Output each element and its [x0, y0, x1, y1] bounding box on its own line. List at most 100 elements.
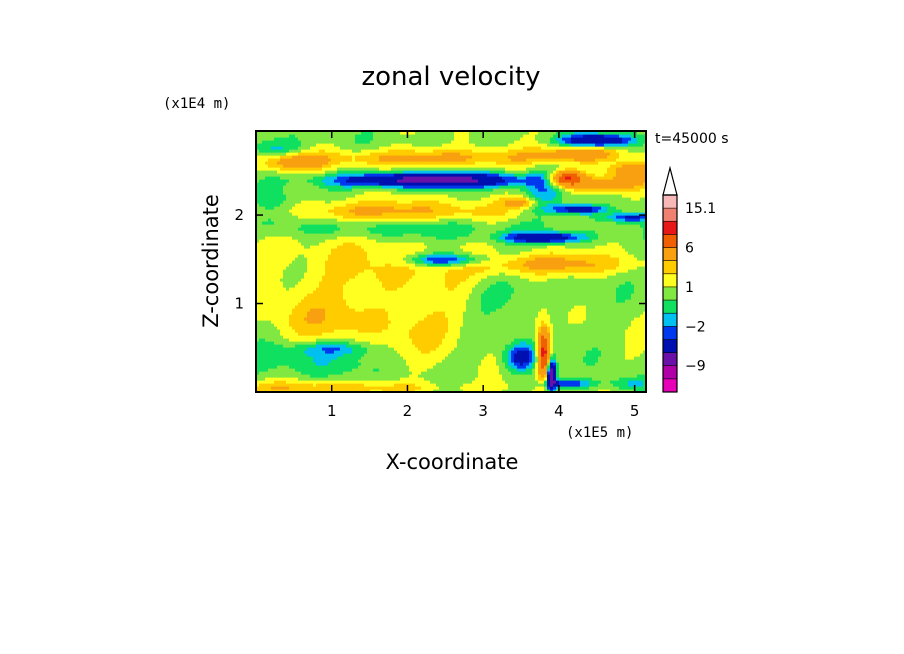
contour-cell [448, 380, 452, 384]
contour-cell [544, 320, 548, 324]
contour-cell [562, 278, 566, 282]
contour-cell [436, 314, 440, 318]
contour-cell [571, 287, 575, 291]
contour-cell [583, 377, 587, 381]
contour-cell [286, 278, 290, 282]
contour-cell [571, 368, 575, 372]
contour-cell [355, 293, 359, 297]
contour-cell [358, 365, 362, 369]
contour-cell [298, 317, 302, 321]
contour-cell [538, 389, 542, 392]
contour-cell [352, 329, 356, 333]
contour-cell [562, 368, 566, 372]
contour-cell [301, 374, 305, 378]
contour-cell [454, 389, 458, 392]
contour-cell [634, 290, 638, 294]
contour-cell [265, 284, 269, 288]
contour-cell [502, 389, 506, 392]
contour-cell [631, 362, 635, 366]
contour-cell [268, 290, 272, 294]
contour-cell [475, 371, 479, 375]
contour-cell [433, 296, 437, 300]
contour-cell [379, 308, 383, 312]
contour-cell [271, 353, 275, 357]
contour-cell [511, 302, 515, 306]
contour-cell [382, 314, 386, 318]
contour-cell [532, 317, 536, 321]
contour-cell [418, 314, 422, 318]
contour-cell [328, 353, 332, 357]
contour-cell [529, 326, 533, 330]
contour-cell [343, 278, 347, 282]
contour-cell [373, 383, 377, 387]
contour-cell [472, 353, 476, 357]
contour-cell [493, 278, 497, 282]
contour-cell [520, 389, 524, 392]
contour-cell [349, 317, 353, 321]
contour-cell [364, 290, 368, 294]
contour-cell [535, 335, 539, 339]
contour-cell [406, 359, 410, 363]
contour-cell [418, 359, 422, 363]
contour-cell [448, 347, 452, 351]
contour-cell [391, 389, 395, 392]
contour-cell [322, 368, 326, 372]
contour-cell [277, 365, 281, 369]
contour-cell [370, 383, 374, 387]
contour-cell [313, 383, 317, 387]
contour-cell [637, 356, 641, 360]
contour-cell [361, 383, 365, 387]
contour-cell [559, 278, 563, 282]
contour-cell [559, 338, 563, 342]
contour-cell [418, 365, 422, 369]
contour-cell [553, 293, 557, 297]
contour-cell [466, 380, 470, 384]
contour-cell [619, 278, 623, 282]
contour-cell [265, 326, 269, 330]
contour-cell [595, 353, 599, 357]
contour-cell [556, 293, 560, 297]
contour-cell [265, 374, 269, 378]
contour-cell [472, 371, 476, 375]
contour-cell [427, 353, 431, 357]
contour-cell [511, 323, 515, 327]
contour-cell [280, 314, 284, 318]
contour-cell [256, 371, 260, 375]
contour-cell [256, 335, 260, 339]
contour-cell [586, 281, 590, 285]
contour-cell [385, 305, 389, 309]
contour-cell [511, 284, 515, 288]
contour-cell [310, 323, 314, 327]
contour-cell [388, 341, 392, 345]
contour-cell [538, 386, 542, 390]
contour-cell [427, 323, 431, 327]
contour-cell [505, 341, 509, 345]
contour-cell [502, 386, 506, 390]
contour-cell [445, 308, 449, 312]
contour-cell [457, 380, 461, 384]
contour-cell [406, 281, 410, 285]
contour-cell [427, 317, 431, 321]
contour-cell [601, 338, 605, 342]
contour-cell [289, 332, 293, 336]
contour-cell [607, 311, 611, 315]
contour-cell [601, 350, 605, 354]
contour-cell [376, 341, 380, 345]
contour-cell [577, 335, 581, 339]
contour-cell [619, 353, 623, 357]
contour-cell [607, 335, 611, 339]
contour-cell [259, 311, 263, 315]
contour-cell [547, 284, 551, 288]
contour-cell [553, 278, 557, 282]
contour-cell [559, 305, 563, 309]
contour-cell [622, 314, 626, 318]
contour-cell [256, 326, 260, 330]
contour-cell [334, 386, 338, 390]
contour-cell [544, 356, 548, 360]
contour-cell [595, 335, 599, 339]
contour-cell [574, 320, 578, 324]
contour-cell [418, 338, 422, 342]
contour-cell [274, 362, 278, 366]
contour-cell [562, 311, 566, 315]
contour-cell [436, 371, 440, 375]
